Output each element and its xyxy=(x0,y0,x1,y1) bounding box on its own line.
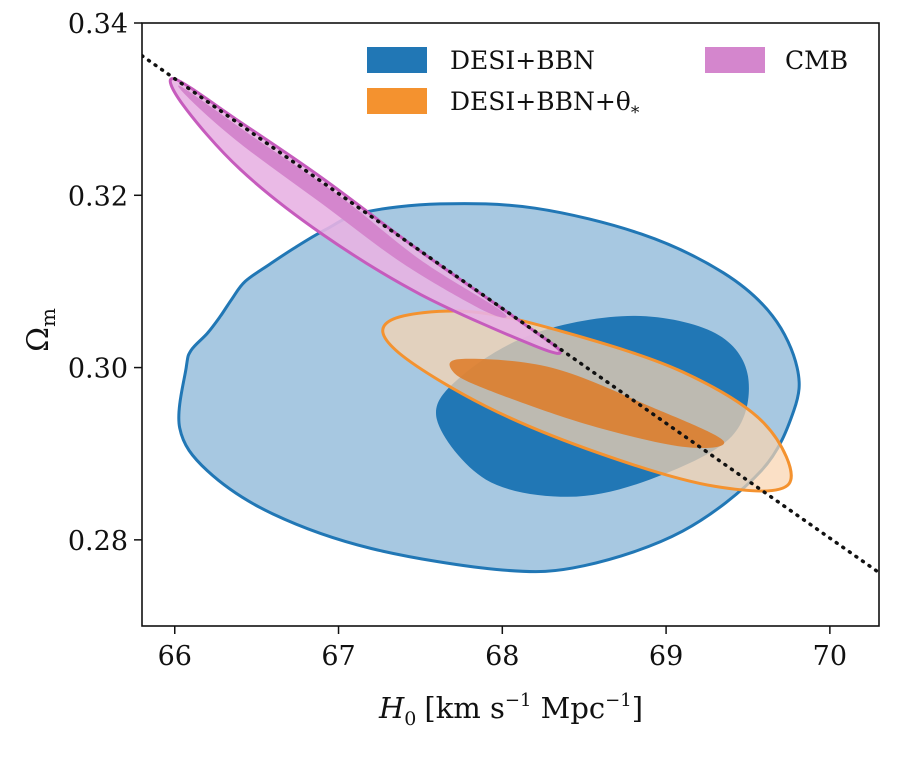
x-tick-label: 70 xyxy=(813,641,847,672)
y-tick-label: 0.34 xyxy=(68,9,128,40)
reference-dotted-line xyxy=(142,53,879,575)
series-theta xyxy=(381,309,793,493)
legend-label-cmb: CMB xyxy=(785,46,848,75)
y-axis-title: Ωm xyxy=(21,308,60,352)
plot-area xyxy=(142,53,879,575)
y-tick-label: 0.30 xyxy=(68,354,128,385)
x-tick-label: 69 xyxy=(649,641,683,672)
legend-swatch-cmb xyxy=(705,47,765,73)
legend: DESI+BBN DESI+BBN+θ* CMB xyxy=(367,46,848,123)
x-axis-title: H0 [km s−1 Mpc−1] xyxy=(378,690,643,730)
series-cmb xyxy=(168,77,562,355)
legend-label-desi-theta: DESI+BBN+θ* xyxy=(450,87,640,123)
legend-swatch-desi-theta xyxy=(367,88,427,114)
y-tick-label: 0.28 xyxy=(68,526,128,557)
legend-label-theta-sub: * xyxy=(631,103,640,123)
desi-bbn-theta-contour-68 xyxy=(449,358,725,449)
x-tick-label: 66 xyxy=(158,641,192,672)
x-tick-label: 67 xyxy=(321,641,355,672)
y-axis-ticks: 0.28 0.30 0.32 0.34 xyxy=(68,9,142,557)
x-axis-ticks: 66 67 68 69 70 xyxy=(158,626,847,672)
plot-frame xyxy=(141,22,880,627)
legend-label-desi: DESI+BBN xyxy=(450,46,595,75)
x-tick-label: 68 xyxy=(485,641,519,672)
cmb-contour-68 xyxy=(178,85,507,318)
legend-swatch-desi xyxy=(367,47,427,73)
y-tick-label: 0.32 xyxy=(68,181,128,212)
